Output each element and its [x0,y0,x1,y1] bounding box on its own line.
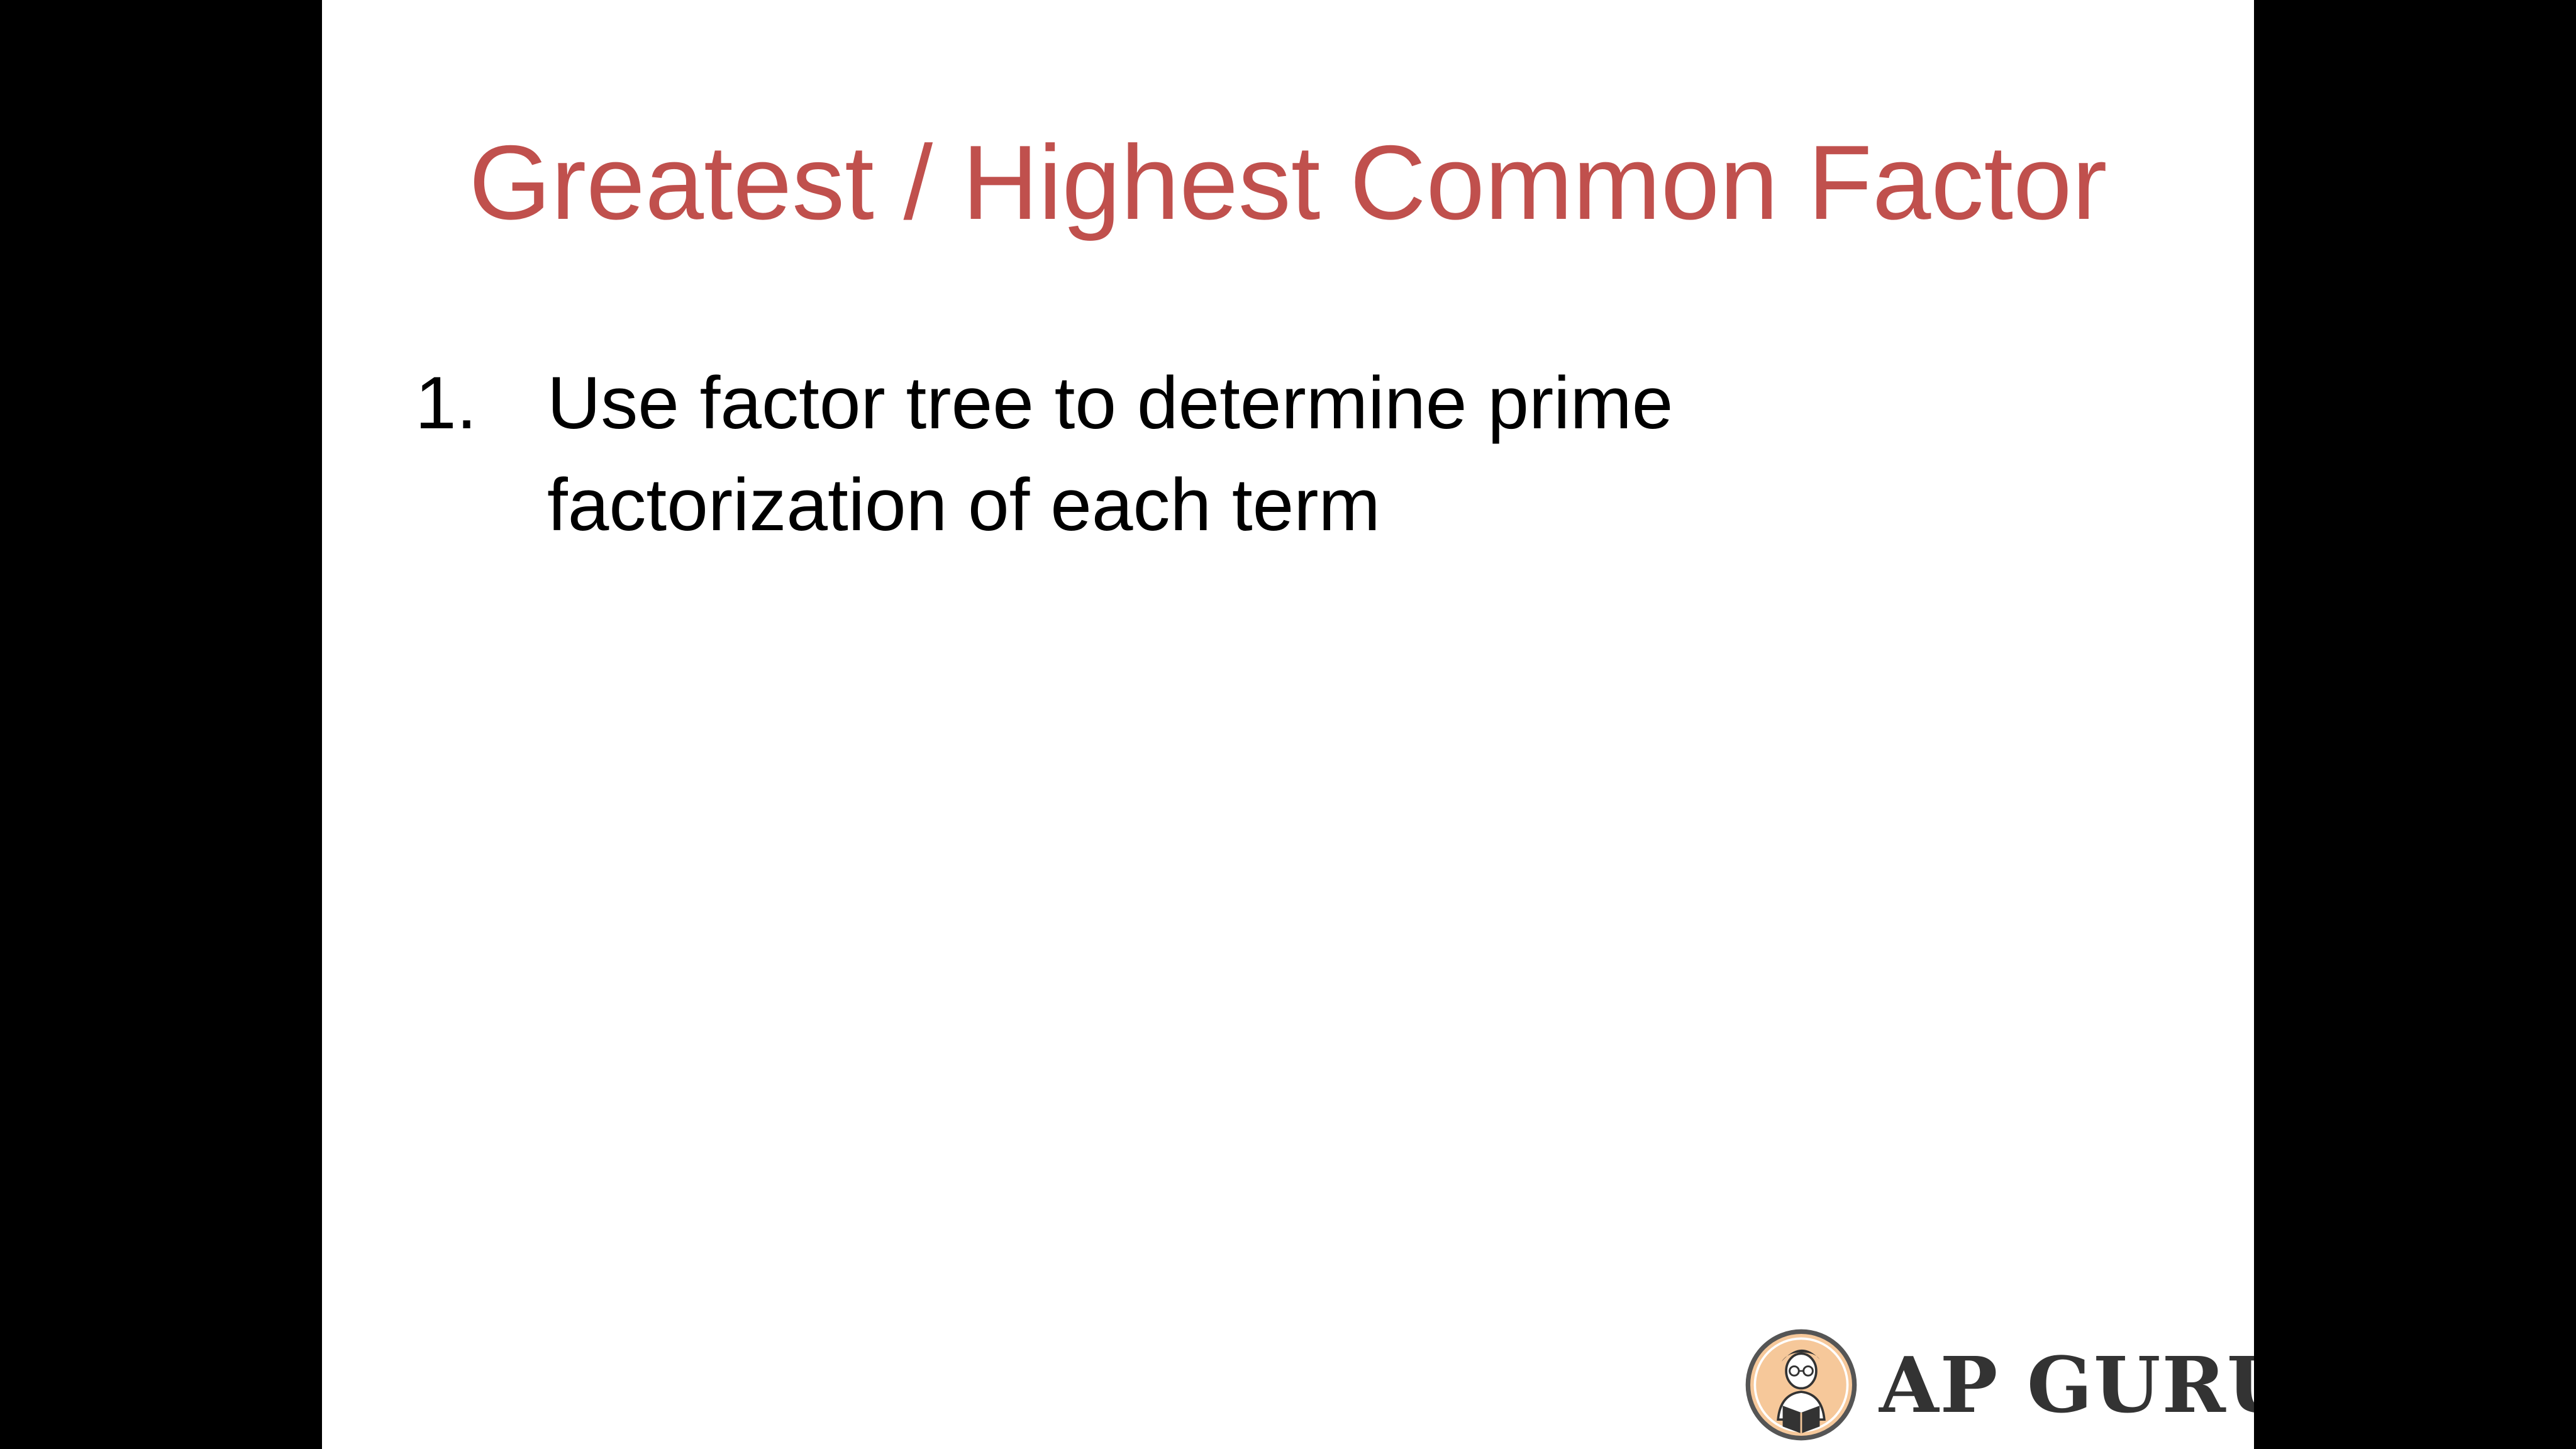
bullet-number: 1. [415,362,477,445]
bullet-text: Use factor tree to determine prime facto… [547,362,1674,547]
ap-guru-logo: AP GURU [1743,1321,2254,1449]
logo-text: AP GURU [1879,1340,2254,1430]
list-item: 1. Use factor tree to determine prime fa… [415,352,2113,556]
bullet-list: 1. Use factor tree to determine prime fa… [415,352,2113,556]
slide-title: Greatest / Highest Common Factor [469,123,2107,242]
reading-person-icon [1745,1329,1857,1441]
slide: Greatest / Highest Common Factor 1. Use … [322,0,2254,1449]
